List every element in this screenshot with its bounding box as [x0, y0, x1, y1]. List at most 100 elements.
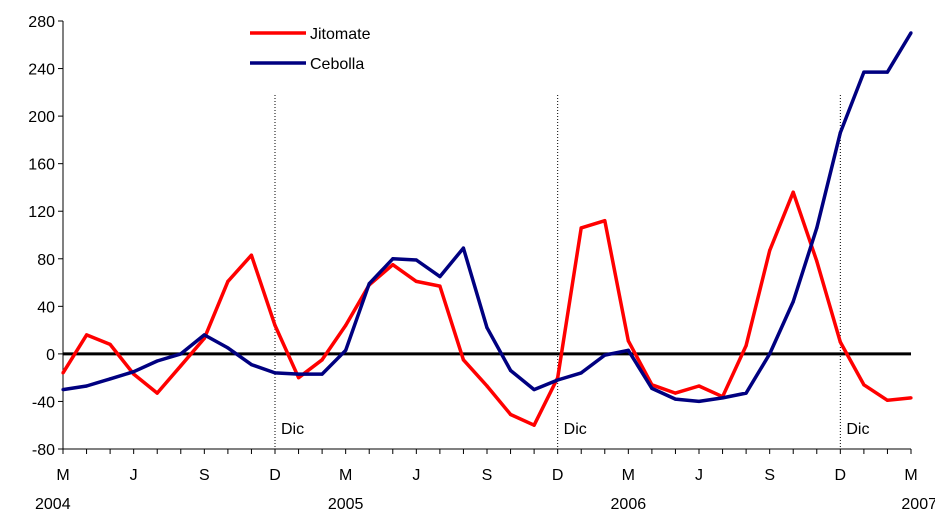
x-tick-label: M: [56, 467, 69, 484]
series-cebolla: [61, 31, 913, 404]
data-point: [414, 279, 418, 283]
series-group: [61, 31, 913, 427]
x-tick-label: M: [339, 467, 352, 484]
data-point: [132, 370, 136, 374]
data-point: [508, 368, 513, 373]
data-point: [226, 346, 230, 350]
data-point: [485, 384, 489, 388]
data-point: [461, 246, 466, 250]
data-point: [791, 299, 795, 304]
y-tick-label: 160: [28, 157, 55, 174]
data-point: [320, 358, 324, 362]
data-point: [61, 371, 65, 375]
december-annotation: Dic: [281, 421, 304, 438]
data-point: [626, 348, 630, 352]
data-point: [768, 352, 772, 356]
data-point: [226, 279, 230, 283]
y-tick-label: 120: [28, 204, 55, 221]
year-label: 2004: [35, 496, 71, 513]
y-tick-label: 40: [37, 299, 55, 316]
data-point: [885, 398, 890, 402]
data-point: [556, 378, 560, 382]
data-point: [744, 391, 748, 395]
data-point: [461, 358, 466, 362]
data-point: [84, 384, 89, 388]
data-point: [108, 377, 112, 381]
december-annotation: Dic: [846, 421, 869, 438]
x-tick-label: D: [552, 467, 564, 484]
data-point: [603, 353, 607, 357]
y-tick-label: 280: [28, 14, 55, 31]
legend-label: Jitomate: [310, 26, 371, 43]
data-point: [155, 359, 159, 363]
x-tick-label: J: [412, 467, 420, 484]
data-point: [909, 31, 913, 35]
data-point: [603, 219, 607, 223]
data-point: [532, 387, 536, 392]
data-point: [179, 352, 183, 356]
data-point: [720, 396, 725, 400]
y-tick-label: 200: [28, 109, 55, 126]
data-point: [508, 412, 513, 417]
x-tick-label: S: [764, 467, 775, 484]
year-label: 2006: [611, 496, 647, 513]
x-tick-label: D: [835, 467, 847, 484]
data-point: [438, 284, 442, 288]
y-tick-label: -80: [32, 442, 55, 459]
data-point: [414, 258, 418, 262]
data-point: [697, 399, 701, 404]
data-point: [838, 131, 842, 135]
data-point: [697, 384, 701, 388]
series-jitomate: [61, 190, 913, 427]
data-point: [862, 70, 866, 74]
x-tick-label: M: [622, 467, 635, 484]
year-label: 2007: [901, 496, 935, 513]
x-tick-group: M J S D M J S D M J S D M 2004 2005 2006 2007: [35, 449, 935, 513]
x-tick-label: D: [269, 467, 281, 484]
data-point: [579, 371, 583, 375]
data-point: [249, 253, 254, 257]
data-point: [249, 362, 254, 367]
data-point: [296, 376, 301, 380]
data-point: [108, 342, 112, 346]
x-tick-label: S: [199, 467, 210, 484]
y-tick-label: 240: [28, 62, 55, 79]
x-axis: M J S D M J S D M J S D M 2004 2005 2006 2007: [35, 448, 935, 513]
x-tick-label: S: [482, 467, 493, 484]
data-point: [438, 275, 442, 279]
data-point: [768, 248, 772, 253]
data-point: [344, 323, 348, 327]
data-point: [673, 397, 678, 401]
data-point: [885, 70, 890, 74]
data-point: [862, 383, 866, 387]
december-annotation: Dic: [564, 421, 587, 438]
data-point: [367, 282, 371, 286]
y-tick-label: -40: [32, 394, 55, 411]
data-point: [344, 348, 348, 352]
data-point: [391, 257, 395, 261]
data-point: [532, 423, 536, 427]
x-tick-label: J: [695, 467, 703, 484]
data-point: [61, 387, 65, 392]
data-point: [815, 226, 819, 230]
data-point: [815, 259, 819, 263]
data-point: [179, 364, 183, 368]
y-tick-group: -80 -40 0 40 80 120 160 200 240 280: [28, 14, 63, 459]
year-label: 2005: [328, 496, 364, 513]
data-point: [296, 372, 301, 376]
y-tick-label: 80: [37, 252, 55, 269]
y-axis: -80 -40 0 40 80 120 160 200 240 280: [28, 14, 64, 459]
series-line-jitomate: [61, 190, 912, 427]
data-point: [650, 386, 654, 390]
y-tick-label: 0: [46, 347, 55, 364]
data-point: [744, 343, 748, 348]
data-point: [909, 396, 913, 400]
data-point: [273, 323, 277, 327]
x-tick-label: M: [904, 467, 917, 484]
data-point: [673, 391, 678, 395]
legend-label: Cebolla: [310, 56, 364, 73]
data-point: [626, 339, 630, 343]
december-marker-group: Dic Dic Dic: [274, 95, 869, 449]
data-point: [84, 333, 89, 337]
